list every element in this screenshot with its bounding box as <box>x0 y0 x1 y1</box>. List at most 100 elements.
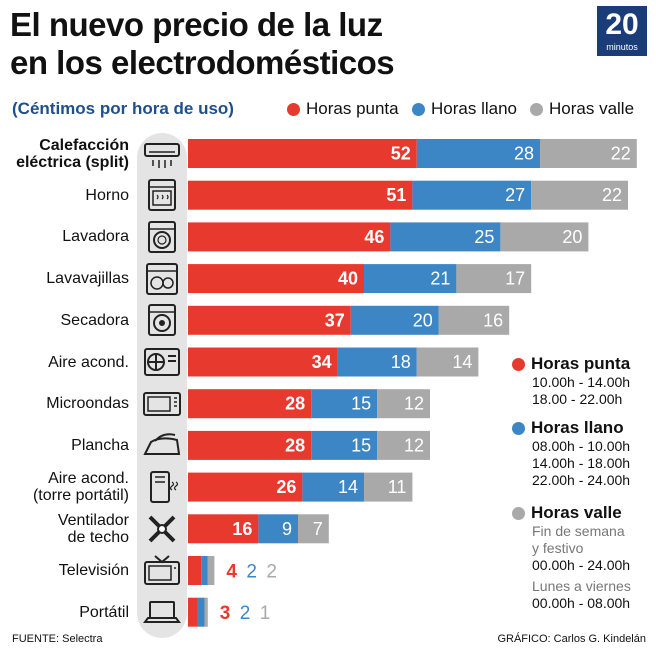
bar-value-label: 28 <box>514 144 534 164</box>
category-label: Lavadora <box>62 228 129 245</box>
bar-segment <box>500 222 589 252</box>
bar-value-label: 26 <box>276 477 296 497</box>
bar-value-label: 12 <box>404 435 424 455</box>
bar-segment <box>311 430 378 460</box>
side-legend-punta-dot <box>512 357 525 371</box>
footer-credit: GRÁFICO: Carlos G. Kindelán <box>497 633 646 645</box>
bar-value-label: 22 <box>611 144 631 164</box>
category-label: Televisión <box>59 562 129 579</box>
bar-segment <box>204 597 208 627</box>
category-label: Portátil <box>79 604 129 621</box>
category-label-line: Microondas <box>46 395 129 413</box>
category-label-line: Secadora <box>60 311 130 329</box>
side-legend-llano-line: 14.00h - 18.00h <box>532 455 631 471</box>
bar-group: 40 21 17 <box>188 264 532 294</box>
bar-segment <box>364 472 413 502</box>
bar-value-label: 22 <box>602 185 622 205</box>
bar-value-label: 16 <box>483 310 503 330</box>
category-label-line: eléctrica (split) <box>16 153 129 171</box>
bar-value-label: 11 <box>388 477 407 497</box>
category-label-line: Portátil <box>79 603 129 621</box>
legend-punta-dot <box>287 102 300 116</box>
icon-column <box>137 133 187 638</box>
bar-segment <box>438 305 510 335</box>
bar-value-label: 16 <box>232 519 252 539</box>
category-label: Ventilador de techo <box>58 512 129 546</box>
bar-segment <box>188 139 417 168</box>
side-legend-valle-line: Lunes a viernes <box>532 578 631 594</box>
bar-value-label: 52 <box>391 144 411 164</box>
bar-value-label: 18 <box>391 352 411 372</box>
iron-icon <box>141 428 183 462</box>
bar-value-label: 14 <box>452 352 472 372</box>
bar-segment <box>207 556 215 585</box>
legend-llano-label: Horas llano <box>431 99 517 118</box>
bar-segment <box>456 264 532 294</box>
bar-segment <box>531 180 628 210</box>
side-legend-valle-head: Horas valle <box>512 503 631 523</box>
side-legend-llano-line: 08.00h - 10.00h <box>532 438 631 454</box>
bar-segment <box>197 597 205 627</box>
category-label-line: (torre portátil) <box>32 487 129 505</box>
category-label: Microondas <box>46 395 129 412</box>
category-label: Secadora <box>61 312 130 329</box>
bar-value-label: 2 <box>246 562 257 583</box>
bar-segment <box>377 389 430 419</box>
side-legend-llano-line: 22.00h - 24.00h <box>532 472 631 488</box>
bar-value-label: 20 <box>413 310 433 330</box>
bar-value-label: 1 <box>260 603 271 624</box>
bar-value-label: 17 <box>505 269 525 289</box>
side-legend-valle-line: Fin de semana <box>532 523 625 539</box>
bar-segment <box>188 347 338 377</box>
bar-segment <box>412 180 532 210</box>
bar-group: 16 9 7 <box>188 514 329 544</box>
bar-value-label: 28 <box>285 435 305 455</box>
portable-ac-icon <box>141 470 183 504</box>
bar-value-label: 7 <box>313 519 323 539</box>
bar-group: 34 18 14 <box>188 347 479 377</box>
category-label-line: Lavadora <box>62 228 129 246</box>
brand-logo: 20 minutos <box>597 6 647 56</box>
side-legend-punta-line: 10.00h - 14.00h <box>532 374 631 390</box>
side-legend-valle-line: 00.00h - 08.00h <box>532 595 631 611</box>
title-line-2: en los electrodomésticos <box>10 44 395 81</box>
bar-value-label: 12 <box>404 394 424 414</box>
air-conditioner-icon <box>141 345 183 379</box>
category-label-line: Calefacción <box>39 136 129 154</box>
bar-segment <box>540 139 637 168</box>
side-legend-valle: Horas valle Fin de semana y festivo 00.0… <box>512 503 631 612</box>
side-legend-punta-head: Horas punta <box>512 354 630 374</box>
bar-value-label: 28 <box>285 394 305 414</box>
category-label-line: Lavavajillas <box>46 270 129 288</box>
chart-subtitle: (Céntimos por hora de uso) <box>12 99 234 118</box>
dryer-icon <box>141 303 183 337</box>
bar-segment <box>188 430 312 460</box>
bar-value-label: 4 <box>226 562 237 583</box>
legend-valle: Horas valle <box>530 99 634 119</box>
bar-segment <box>188 556 202 585</box>
category-label-line: Aire acond. <box>48 353 129 371</box>
side-legend-valle-title: Horas valle <box>531 503 622 522</box>
side-legend-valle-line: 00.00h - 24.00h <box>532 557 631 573</box>
bar-value-label: 2 <box>266 562 277 583</box>
side-legend-punta-title: Horas punta <box>531 354 631 373</box>
bar-group: 52 28 22 <box>188 139 637 168</box>
title-line-1: El nuevo precio de la luz <box>10 6 383 43</box>
logo-number: 20 <box>605 8 639 41</box>
category-label: Calefacción eléctrica (split) <box>16 137 129 171</box>
bar-value-label: 15 <box>351 394 371 414</box>
legend-valle-label: Horas valle <box>549 99 635 118</box>
bar-segment <box>188 180 413 210</box>
category-label: Lavavajillas <box>46 270 129 287</box>
category-label-line: Aire acond. <box>48 470 129 488</box>
side-legend-punta-line: 18.00 - 22.00h <box>532 391 623 407</box>
category-label: Horno <box>85 187 129 204</box>
dishwasher-icon <box>141 262 183 296</box>
side-legend-punta: Horas punta 10.00h - 14.00h 18.00 - 22.0… <box>512 354 630 408</box>
side-legend-valle-line: y festivo <box>532 540 584 556</box>
microwave-icon <box>141 387 183 421</box>
category-label-line: Televisión <box>58 562 129 579</box>
bar-value-label: 51 <box>386 185 406 205</box>
